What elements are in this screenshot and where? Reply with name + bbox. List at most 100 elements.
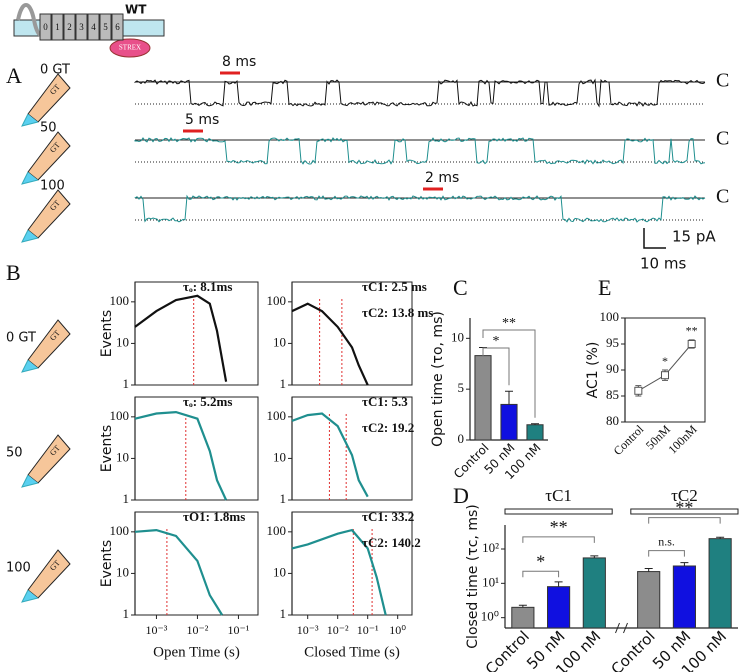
state-label: C: [716, 186, 729, 208]
x-tick-label: 10⁻¹: [357, 623, 379, 637]
error-bar: [518, 604, 527, 608]
segment: [111, 13, 124, 41]
panel-letter: A: [6, 63, 22, 88]
error-bar: [531, 423, 539, 425]
group-label: τC2: [671, 486, 698, 505]
bar: [672, 565, 696, 629]
sig-label: **: [675, 498, 693, 518]
sig-label: *: [493, 334, 500, 349]
error-bar: [505, 390, 513, 405]
sig-label: **: [502, 316, 516, 331]
current-trace: [134, 137, 706, 165]
x-tick-label: 10⁻²: [186, 623, 208, 637]
group-bracket: [504, 508, 613, 515]
fit-curve: [134, 410, 228, 501]
bar: [500, 403, 518, 441]
y-tick-label: 100: [110, 523, 130, 538]
y-tick-label: 100: [110, 293, 130, 308]
x-tick-label: 10⁰: [389, 623, 406, 637]
x-axis-label: Closed Time (s): [304, 644, 400, 660]
plot-frame: [134, 281, 259, 386]
tau-annotation: τₒ: 5.2ms: [183, 394, 232, 409]
y-tick-label: 1: [280, 491, 287, 506]
point: [661, 371, 669, 380]
segment: [63, 13, 76, 41]
plot-frame: [291, 511, 413, 616]
group-bracket: [630, 508, 739, 515]
y-tick-label: 80: [606, 413, 619, 428]
fit-curve: [134, 294, 228, 382]
tau-annotation: τC1: 33.2: [362, 509, 414, 524]
y-tick-label: 100: [267, 523, 287, 538]
y-tick-label: 1: [280, 606, 287, 621]
y-tick-label: 10¹: [482, 574, 499, 589]
bar: [547, 586, 571, 629]
panel-letter: C: [453, 275, 468, 300]
point: [634, 386, 643, 395]
y-tick-label: 100: [267, 408, 287, 423]
sig-label: *: [536, 551, 545, 571]
y-axis-label: AC1 (%): [585, 342, 601, 399]
y-axis-label: Closed time (τc, ms): [465, 504, 481, 648]
condition-label: 50: [6, 446, 23, 461]
condition-label: 0 GT: [40, 63, 70, 78]
duration-label: 5 ms: [185, 112, 219, 128]
plot-frame: [291, 396, 413, 501]
pipette-tip: [21, 171, 39, 185]
pipette: [27, 189, 71, 239]
plot-frame: [134, 396, 259, 501]
x-tick-label: Control: [608, 627, 659, 672]
bar: [526, 424, 544, 441]
strex-domain: [109, 38, 151, 58]
condition-label: 0 GT: [6, 331, 36, 346]
sig-bracket: [482, 329, 536, 418]
scale-label: 15 pA: [672, 228, 716, 246]
y-tick-label: 10: [273, 449, 286, 464]
y-axis-label: Events: [99, 425, 115, 472]
error-bar: [590, 555, 599, 558]
duration-label: 8 ms: [222, 54, 256, 70]
fit-curve: [291, 302, 369, 386]
error-bar: [680, 562, 689, 566]
pipette-tip: [21, 359, 39, 373]
group-label: τC1: [545, 486, 572, 505]
y-tick-label: 10: [116, 564, 129, 579]
segment-label: 2: [67, 22, 72, 32]
x-tick-label: 10⁻³: [145, 623, 167, 637]
y-tick-label: 5: [458, 380, 465, 395]
condition-label: 100: [6, 561, 31, 576]
segment: [87, 13, 100, 41]
plot-frame: [134, 511, 259, 616]
y-tick-label: 10: [116, 334, 129, 349]
state-label: C: [716, 70, 729, 92]
bar: [637, 571, 661, 629]
duration-label: 2 ms: [425, 170, 459, 186]
pipette: [27, 131, 71, 181]
bar: [582, 557, 606, 629]
panel-letter: E: [598, 275, 611, 300]
x-tick-label: 10⁻³: [297, 623, 319, 637]
segment-label: 4: [91, 22, 96, 32]
pipette-tip: [21, 474, 39, 488]
y-tick-label: 10: [273, 564, 286, 579]
x-axis-label: Open Time (s): [153, 644, 240, 660]
tau-annotation: τC2: 140.2: [362, 535, 421, 550]
sig-label: **: [686, 324, 698, 338]
pipette: [27, 549, 71, 599]
panel-letter: B: [6, 260, 21, 285]
sig-bracket: [522, 570, 560, 578]
y-tick-label: 10⁰: [481, 609, 499, 624]
panel-letter: D: [453, 483, 469, 508]
plot-frame: [291, 281, 413, 386]
y-axis-label: Events: [99, 540, 115, 587]
state-label: C: [716, 128, 729, 150]
y-tick-label: 1: [123, 491, 130, 506]
segment: [99, 13, 112, 41]
x-tick-label: Control: [482, 627, 533, 672]
pipette-tip: [21, 229, 39, 243]
y-tick-label: 1: [123, 376, 130, 391]
y-tick-label: 90: [606, 361, 619, 376]
x-tick-label: 10⁻¹: [227, 623, 249, 637]
y-axis-label: Open time (τo, ms): [430, 311, 446, 447]
